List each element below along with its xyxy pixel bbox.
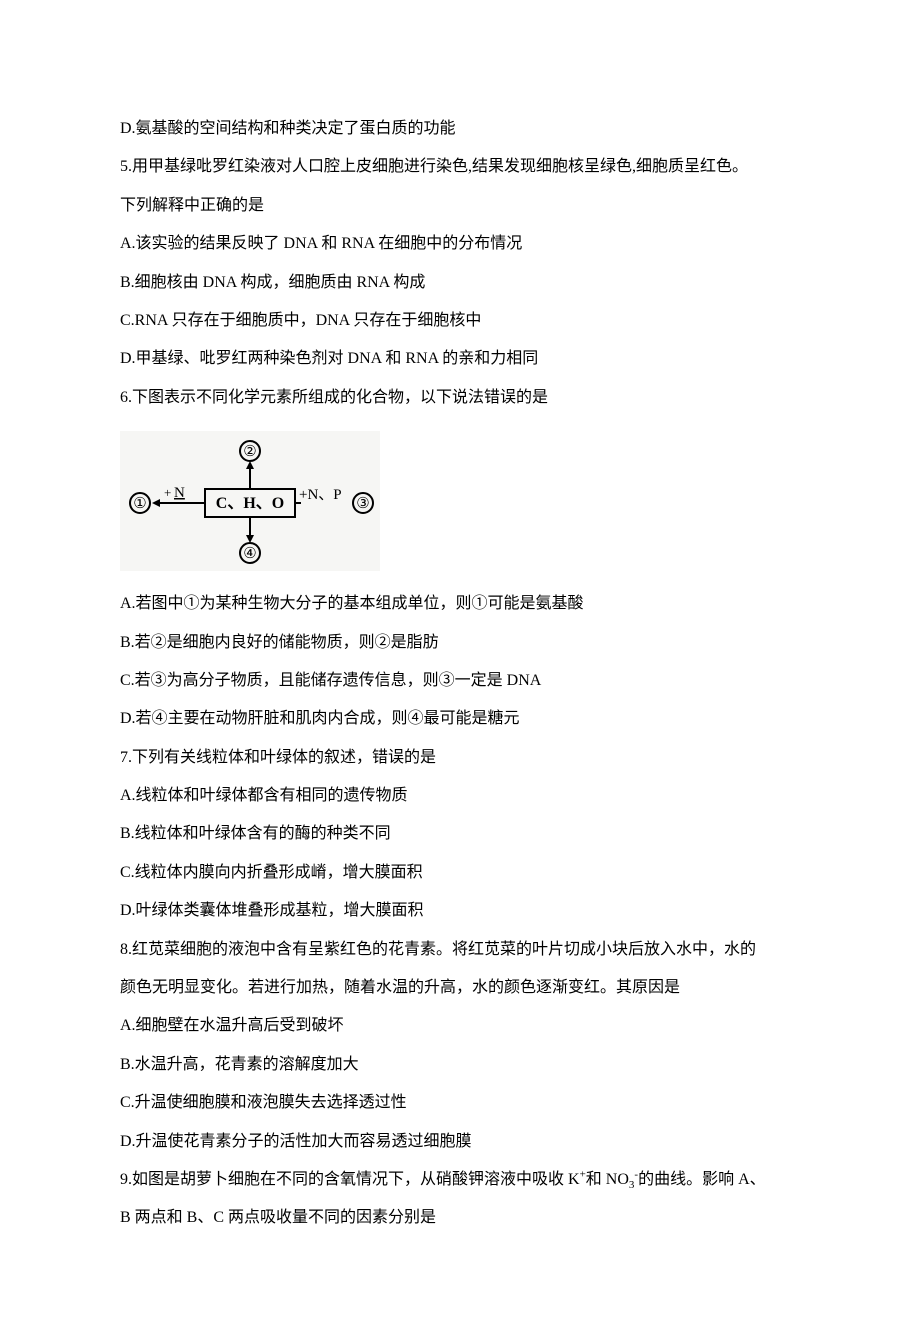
text-line: C.若③为高分子物质，且能储存遗传信息，则③一定是 DNA [120,662,920,700]
text-fragment: 的曲线。影响 A、 [638,1171,766,1188]
text-line: A.线粒体和叶绿体都含有相同的遗传物质 [120,777,920,815]
text-line: 下列解释中正确的是 [120,187,920,225]
text-line: B.细胞核由 DNA 构成，细胞质由 RNA 构成 [120,264,920,302]
text-line: D.叶绿体类囊体堆叠形成基粒，增大膜面积 [120,892,920,930]
text-fragment: 和 NO [586,1171,629,1188]
text-line: B.水温升高，花青素的溶解度加大 [120,1046,920,1084]
text-line: 5.用甲基绿吡罗红染液对人口腔上皮细胞进行染色,结果发现细胞核呈绿色,细胞质呈红… [120,148,920,186]
text-line: A.细胞壁在水温升高后受到破坏 [120,1007,920,1045]
text-line: D.若④主要在动物肝脏和肌肉内合成，则④最可能是糖元 [120,700,920,738]
text-line: 7.下列有关线粒体和叶绿体的叙述，错误的是 [120,739,920,777]
text-line: D.氨基酸的空间结构和种类决定了蛋白质的功能 [120,110,920,148]
svg-text:+: + [164,485,171,500]
svg-text:④: ④ [243,546,256,562]
text-line: A.该实验的结果反映了 DNA 和 RNA 在细胞中的分布情况 [120,225,920,263]
text-line: A.若图中①为某种生物大分子的基本组成单位，则①可能是氨基酸 [120,585,920,623]
svg-text:①: ① [133,496,146,512]
text-line: D.升温使花青素分子的活性加大而容易透过细胞膜 [120,1123,920,1161]
svg-text:③: ③ [356,496,369,512]
text-fragment: 9.如图是胡萝卜细胞在不同的含氧情况下，从硝酸钾溶液中吸收 K [120,1171,580,1188]
text-line: D.甲基绿、吡罗红两种染色剂对 DNA 和 RNA 的亲和力相同 [120,340,920,378]
text-line: 颜色无明显变化。若进行加热，随着水温的升高，水的颜色逐渐变红。其原因是 [120,969,920,1007]
text-line: B.线粒体和叶绿体含有的酶的种类不同 [120,815,920,853]
elements-diagram: C、H、O ② ④ ① + N ③ +N、P [120,431,920,571]
svg-text:C、H、O: C、H、O [216,495,284,512]
svg-text:N: N [174,485,185,501]
text-line: C.RNA 只存在于细胞质中，DNA 只存在于细胞核中 [120,302,920,340]
svg-text:+N、P: +N、P [299,487,342,503]
text-line: B 两点和 B、C 两点吸收量不同的因素分别是 [120,1199,920,1237]
text-line: 9.如图是胡萝卜细胞在不同的含氧情况下，从硝酸钾溶液中吸收 K+和 NO3-的曲… [120,1161,920,1199]
text-line: B.若②是细胞内良好的储能物质，则②是脂肪 [120,624,920,662]
text-line: 6.下图表示不同化学元素所组成的化合物，以下说法错误的是 [120,379,920,417]
text-line: C.线粒体内膜向内折叠形成嵴，增大膜面积 [120,854,920,892]
text-line: C.升温使细胞膜和液泡膜失去选择透过性 [120,1084,920,1122]
text-line: 8.红苋菜细胞的液泡中含有呈紫红色的花青素。将红苋菜的叶片切成小块后放入水中，水… [120,931,920,969]
svg-text:②: ② [243,444,256,460]
